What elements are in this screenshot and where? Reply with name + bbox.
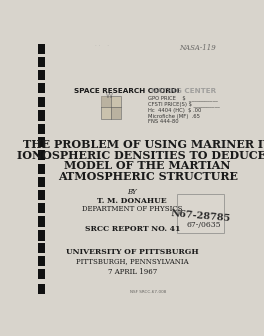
Text: ATMOSPHERIC STRUCTURE: ATMOSPHERIC STRUCTURE	[58, 171, 238, 182]
Bar	[39, 230, 45, 241]
Text: SRCC REPORT NO. 41: SRCC REPORT NO. 41	[84, 225, 180, 233]
Bar	[39, 190, 45, 200]
Bar	[39, 83, 45, 93]
Bar	[39, 44, 45, 54]
Text: N67-28785: N67-28785	[170, 209, 231, 223]
Text: BY: BY	[128, 188, 137, 196]
Bar	[39, 269, 45, 279]
Bar	[39, 111, 45, 121]
Text: FNS 444-80: FNS 444-80	[148, 120, 178, 124]
Bar	[39, 164, 45, 173]
Text: W: W	[106, 93, 113, 99]
Text: T. M. DONAHUE: T. M. DONAHUE	[97, 197, 167, 205]
Bar	[39, 57, 45, 67]
Text: THE PROBLEM OF USING MARINER IV: THE PROBLEM OF USING MARINER IV	[23, 139, 264, 150]
Bar	[39, 177, 45, 186]
Bar	[39, 70, 45, 80]
Text: GPO PRICE    $  ___________: GPO PRICE $ ___________	[148, 96, 218, 101]
Text: 7 APRIL 1967: 7 APRIL 1967	[107, 268, 157, 276]
Text: SPACE RESEARCH COORDI: SPACE RESEARCH COORDI	[74, 88, 180, 94]
Text: NASA-119: NASA-119	[179, 44, 215, 51]
Bar	[39, 216, 45, 227]
Text: NSF SRCC-67-008: NSF SRCC-67-008	[130, 290, 166, 294]
Bar	[101, 96, 111, 107]
Bar	[39, 96, 45, 107]
Bar	[39, 284, 45, 294]
Text: IONOSPHERIC DENSITIES TO DEDUCE A: IONOSPHERIC DENSITIES TO DEDUCE A	[17, 150, 264, 161]
Bar	[111, 107, 121, 119]
Bar	[39, 203, 45, 213]
Text: Microfiche (MF)  .65: Microfiche (MF) .65	[148, 114, 200, 119]
Bar	[39, 124, 45, 134]
Text: PITTSBURGH, PENNSYLVANIA: PITTSBURGH, PENNSYLVANIA	[76, 258, 188, 266]
Bar	[39, 151, 45, 161]
Text: UNIVERSITY OF PITTSBURGH: UNIVERSITY OF PITTSBURGH	[66, 248, 199, 256]
Bar	[39, 256, 45, 266]
Bar	[39, 137, 45, 148]
Bar	[101, 96, 121, 119]
Text: 67-/0635: 67-/0635	[187, 221, 221, 229]
Text: NATING CENTER: NATING CENTER	[151, 88, 216, 94]
Text: CFSTI PRICE(S) $ __________: CFSTI PRICE(S) $ __________	[148, 102, 219, 108]
Bar	[39, 243, 45, 253]
Text: Hc  4404 (HC)  $ .00: Hc 4404 (HC) $ .00	[148, 108, 201, 113]
Text: MODEL OF THE MARTIAN: MODEL OF THE MARTIAN	[64, 161, 231, 171]
Text: DEPARTMENT OF PHYSICS: DEPARTMENT OF PHYSICS	[82, 205, 182, 213]
Bar	[177, 194, 224, 233]
Text: . .    .: . . .	[95, 42, 109, 47]
